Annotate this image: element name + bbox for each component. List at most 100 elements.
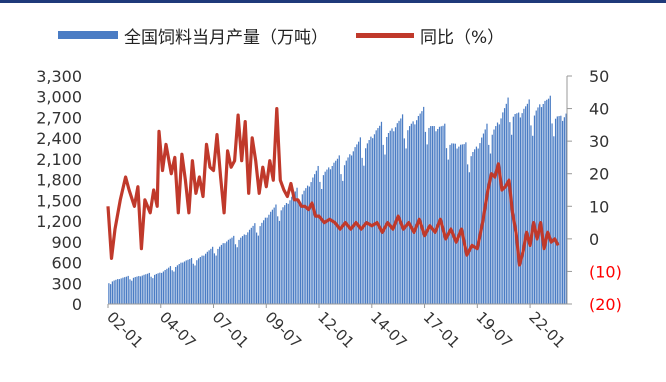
x-tick-label: 09-07 (261, 308, 305, 352)
bar (157, 273, 159, 304)
bar (289, 200, 291, 304)
x-tick-label: 22-01 (525, 308, 569, 352)
bar (277, 216, 279, 304)
bar (370, 136, 372, 304)
bar (314, 174, 316, 304)
bar (321, 188, 323, 304)
bar (477, 148, 479, 304)
bar (305, 188, 307, 304)
bar (357, 141, 360, 304)
bar (213, 253, 216, 304)
bar (278, 220, 281, 304)
left-tick-label: 1,500 (36, 191, 82, 210)
bar (215, 255, 217, 304)
bar (410, 123, 412, 304)
bar (247, 232, 249, 304)
bar (134, 277, 136, 304)
bar (169, 266, 172, 304)
bar (301, 194, 303, 304)
left-tick-label: 900 (51, 233, 82, 252)
bar (528, 99, 530, 305)
bar (317, 165, 319, 304)
bar (117, 279, 119, 304)
bar (285, 202, 288, 304)
bar (322, 175, 325, 304)
bar (143, 274, 145, 304)
bar (252, 225, 254, 304)
bar (176, 265, 179, 304)
bar (259, 226, 261, 304)
bar (240, 237, 242, 304)
bar (222, 243, 224, 304)
legend-line-swatch (356, 32, 414, 38)
bar (475, 146, 478, 304)
bar (363, 165, 365, 304)
bar (445, 148, 448, 304)
bar (319, 181, 321, 304)
axis-lines (108, 75, 572, 305)
bar (118, 279, 121, 304)
bar (212, 246, 214, 304)
bar (437, 128, 439, 304)
bar (347, 157, 349, 304)
bar (438, 126, 441, 304)
bar (173, 271, 175, 304)
bar (164, 269, 166, 304)
yoy-line (106, 106, 560, 267)
bar (444, 123, 446, 304)
right-axis: (20) (10) 0 10 20 30 40 50 (589, 67, 622, 314)
bar (129, 279, 131, 304)
bar (379, 125, 381, 305)
bar (328, 167, 330, 304)
bar (544, 100, 546, 305)
bar (526, 103, 529, 304)
bar (208, 250, 210, 304)
bar (136, 276, 138, 304)
bar (556, 116, 558, 304)
bar (345, 160, 347, 304)
bar (333, 162, 335, 304)
bar (431, 126, 434, 304)
bar (122, 277, 124, 304)
bar (435, 131, 437, 304)
bar (220, 244, 223, 304)
bar (148, 272, 150, 304)
bar (282, 207, 284, 304)
bar (257, 235, 259, 304)
bar (551, 123, 553, 305)
left-tick-label: 3,300 (36, 67, 82, 86)
right-tick-label: 50 (589, 67, 609, 86)
bar (368, 140, 370, 304)
bar (127, 275, 129, 304)
left-tick-label: 1,200 (36, 212, 82, 231)
bar (484, 129, 486, 304)
bar (250, 227, 252, 304)
top-border (0, 0, 666, 3)
bar (303, 190, 305, 304)
bar (467, 164, 469, 304)
legend-bar-swatch (58, 31, 118, 39)
bar (503, 108, 506, 304)
bar (553, 136, 555, 304)
x-tick-label: 19-07 (472, 308, 516, 352)
bar (243, 234, 245, 304)
chart-legend: 全国饲料当月产量（万吨） 同比（%） (58, 22, 504, 48)
bar (132, 277, 135, 304)
x-tick-label: 12-01 (314, 308, 358, 352)
bar (496, 122, 499, 304)
bar (111, 281, 114, 304)
bar (190, 257, 193, 304)
bar (468, 172, 471, 304)
bar (161, 272, 163, 304)
bar (474, 149, 476, 304)
bar (113, 280, 115, 304)
bar (229, 238, 231, 304)
bar (199, 257, 201, 304)
bar (516, 113, 518, 304)
bar (233, 235, 235, 304)
bar (510, 134, 513, 304)
bar (241, 236, 244, 304)
bar (532, 135, 534, 304)
bar (335, 160, 337, 304)
